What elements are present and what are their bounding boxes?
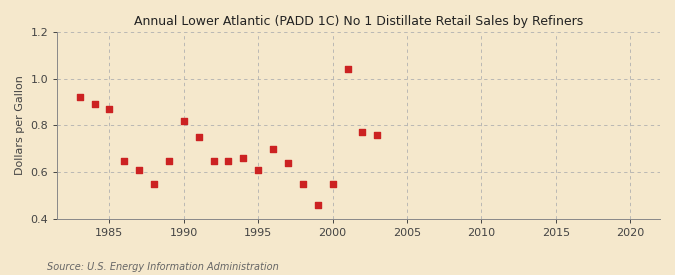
- Point: [208, 158, 219, 163]
- Point: [104, 107, 115, 111]
- Point: [268, 147, 279, 151]
- Point: [178, 119, 189, 123]
- Point: [193, 135, 204, 139]
- Title: Annual Lower Atlantic (PADD 1C) No 1 Distillate Retail Sales by Refiners: Annual Lower Atlantic (PADD 1C) No 1 Dis…: [134, 15, 583, 28]
- Point: [342, 67, 353, 72]
- Point: [74, 95, 85, 100]
- Point: [163, 158, 174, 163]
- Point: [134, 168, 144, 172]
- Point: [298, 182, 308, 186]
- Point: [372, 133, 383, 137]
- Point: [89, 102, 100, 107]
- Point: [283, 161, 294, 165]
- Point: [357, 130, 368, 135]
- Point: [119, 158, 130, 163]
- Y-axis label: Dollars per Gallon: Dollars per Gallon: [15, 76, 25, 175]
- Point: [327, 182, 338, 186]
- Point: [223, 158, 234, 163]
- Point: [238, 156, 249, 160]
- Point: [313, 203, 323, 207]
- Text: Source: U.S. Energy Information Administration: Source: U.S. Energy Information Administ…: [47, 262, 279, 272]
- Point: [253, 168, 264, 172]
- Point: [148, 182, 159, 186]
